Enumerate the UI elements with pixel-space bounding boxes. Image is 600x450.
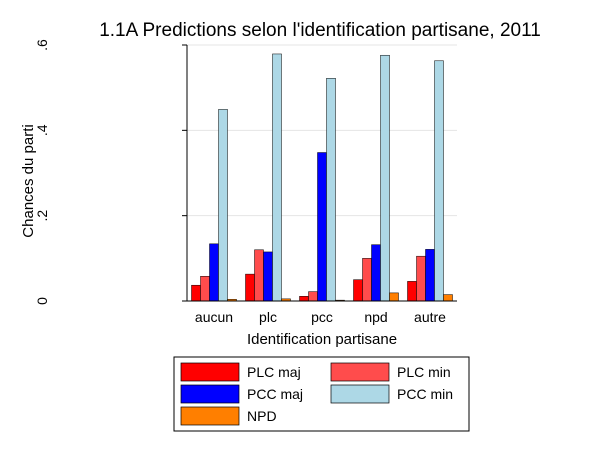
bar-autre-plc-maj	[407, 281, 417, 302]
y-tick-label: .2	[34, 210, 50, 222]
bar-aucun-pcc-min	[218, 109, 228, 302]
x-axis-label: Identification partisane	[247, 331, 397, 348]
bar-pcc-plc-maj	[299, 296, 309, 302]
bar-npd-pcc-min	[380, 54, 390, 302]
bar-plc-plc-maj	[245, 273, 255, 302]
bar-npd-npd	[389, 292, 399, 302]
y-tick-label: 0	[34, 297, 50, 305]
legend-label: PCC min	[397, 386, 453, 402]
legend-label: PLC maj	[247, 364, 301, 380]
y-axis-ticks: 0 .2 .4 .6	[34, 39, 187, 305]
legend-swatch	[330, 362, 390, 382]
y-tick-label: .6	[34, 39, 50, 51]
bar-pcc-pcc-min	[326, 78, 336, 302]
x-tick-label: autre	[414, 309, 446, 325]
bar-npd-pcc-maj	[371, 244, 381, 302]
x-tick-label: plc	[259, 309, 277, 325]
bar-aucun-plc-min	[200, 276, 210, 302]
bar-autre-plc-min	[416, 255, 426, 302]
bar-plc-pcc-maj	[263, 251, 273, 302]
bar-plc-plc-min	[254, 249, 264, 302]
legend-swatch	[330, 384, 390, 404]
bar-pcc-plc-min	[308, 291, 318, 302]
legend-swatch	[180, 362, 240, 382]
y-tick-label: .4	[34, 124, 50, 136]
bar-pcc-pcc-maj	[317, 152, 327, 302]
x-tick-label: pcc	[311, 309, 333, 325]
bar-npd-plc-maj	[353, 279, 363, 302]
legend-swatch	[180, 384, 240, 404]
bar-autre-npd	[443, 294, 453, 302]
x-tick-label: npd	[364, 309, 387, 325]
legend-swatch	[180, 406, 240, 426]
bar-autre-pcc-min	[434, 60, 444, 302]
legend-label: PCC maj	[247, 386, 303, 402]
x-tick-label: aucun	[195, 309, 233, 325]
x-axis-ticks: aucun plc pcc npd autre	[195, 309, 446, 325]
bar-autre-pcc-maj	[425, 249, 435, 302]
chart-title: 1.1A Predictions selon l'identification …	[99, 20, 541, 41]
bar-aucun-pcc-maj	[209, 243, 219, 302]
bar-plc-pcc-min	[272, 53, 282, 302]
bar-npd-plc-min	[362, 258, 372, 302]
legend-label: PLC min	[397, 364, 451, 380]
legend-label: NPD	[247, 408, 277, 424]
legend: PLC maj PLC min PCC maj PCC min NPD	[180, 362, 453, 426]
bar-aucun-plc-maj	[191, 284, 201, 302]
y-axis-label: Chances du parti	[20, 124, 37, 237]
